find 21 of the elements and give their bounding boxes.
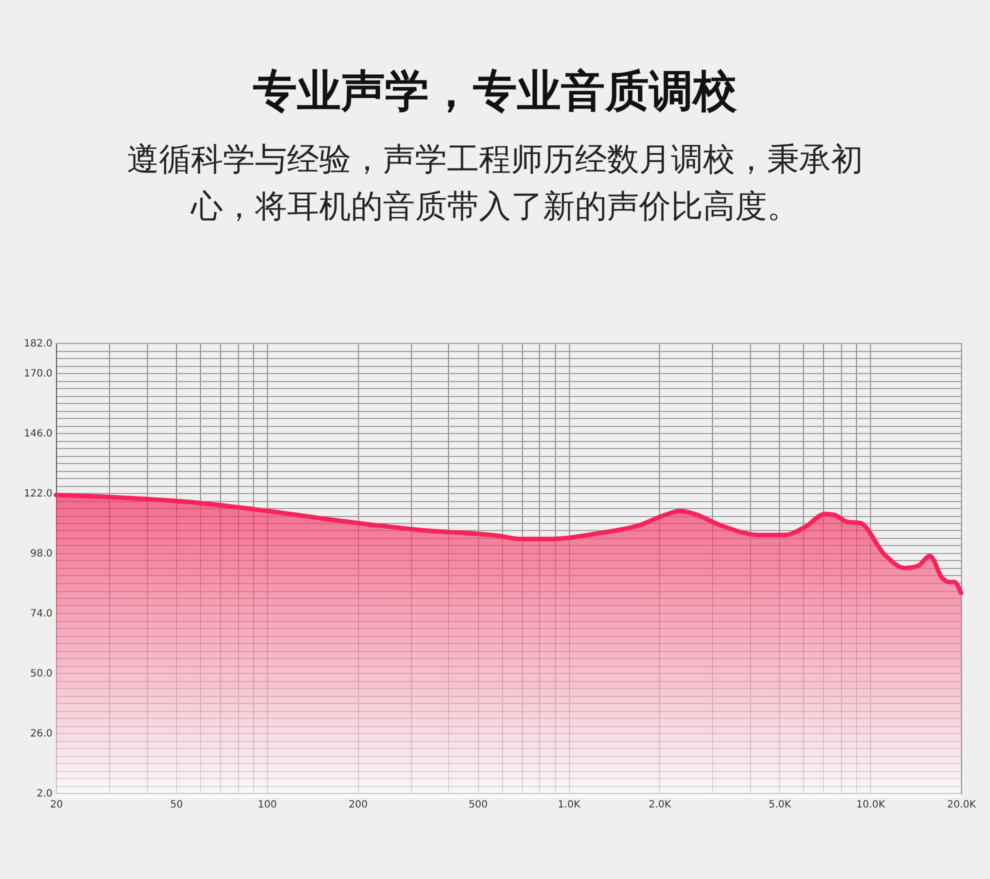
x-tick-label: 1.0K [558,800,581,810]
y-tick-label: 170.0 [24,368,52,380]
y-tick-label: 74.0 [30,608,52,620]
y-tick-label: 2.0 [36,788,52,800]
x-tick-label: 200 [348,800,368,810]
x-tick-label: 50 [170,800,183,810]
x-tick-label: 100 [258,800,277,810]
y-tick-label: 98.0 [30,548,52,560]
y-tick-label: 50.0 [30,668,52,680]
x-tick-label: 20.0K [947,800,976,810]
x-tick-label: 2.0K [648,800,672,810]
x-tick-label: 500 [468,800,488,810]
y-tick-label: 122.0 [24,488,52,500]
y-tick-label: 146.0 [24,428,52,440]
chart-title: 专业声学，专业音质调校 [252,65,738,119]
x-tick-label: 20 [50,800,63,810]
y-tick-label: 26.0 [30,728,52,740]
x-tick-label: 10.0K [856,800,886,810]
chart-subtitle: 遵循科学与经验，声学工程师历经数月调校，秉承初心，将耳机的音质带入了新的声价比高度。 [126,139,864,227]
x-tick-label: 5.0K [768,800,792,810]
y-tick-label: 182.0 [24,338,52,350]
